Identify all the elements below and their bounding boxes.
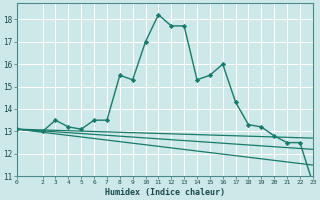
X-axis label: Humidex (Indice chaleur): Humidex (Indice chaleur) [105, 188, 225, 197]
